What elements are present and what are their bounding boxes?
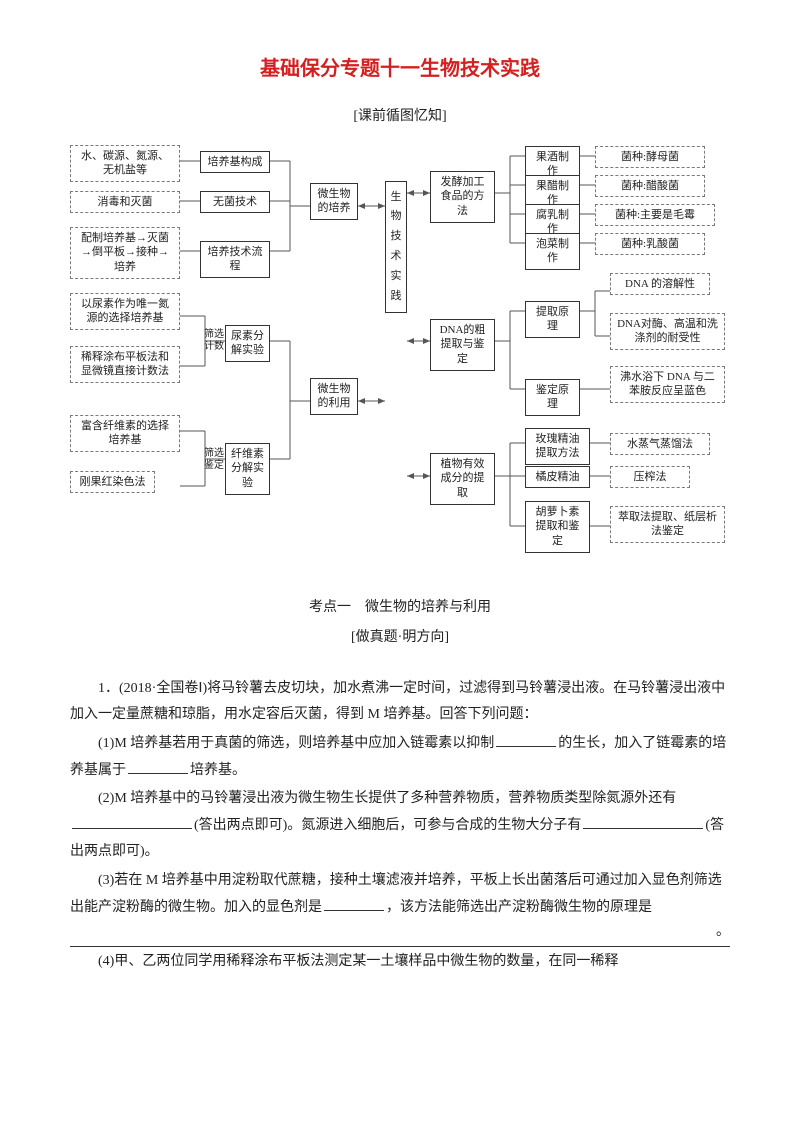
- sbox-5: 纤维素分解实验: [225, 443, 270, 496]
- r6v: 沸水浴下 DNA 与二苯胺反应呈蓝色: [610, 366, 725, 404]
- hub-right-3: 植物有效成分的提取: [430, 453, 495, 506]
- p2b: (答出两点即可)。氮源进入细胞后，可参与合成的生物大分子有: [194, 818, 581, 833]
- r4: 泡菜制作: [525, 233, 580, 271]
- page-title: 基础保分专题十一生物技术实践: [70, 50, 730, 88]
- blank: [324, 896, 384, 911]
- blank: [496, 732, 556, 747]
- lbox-5: 稀释涂布平板法和显微镜直接计数法: [70, 346, 180, 384]
- r7v: 水蒸气蒸馏法: [610, 433, 710, 456]
- hub-right-2: DNA的粗提取与鉴定: [430, 319, 495, 372]
- lbox-3: 配制培养基→灭菌→倒平板→接种→培养: [70, 227, 180, 280]
- sbox-3: 培养技术流程: [200, 241, 270, 279]
- p3b: ，该方法能筛选出产淀粉酶微生物的原理是: [386, 900, 652, 915]
- p1c: 培养基。: [190, 763, 246, 778]
- lbox-1: 水、碳源、氮源、无机盐等: [70, 145, 180, 183]
- r8: 橘皮精油: [525, 466, 590, 489]
- r5b: DNA对酶、高温和洗涤剂的耐受性: [610, 313, 725, 351]
- r5a: DNA 的溶解性: [610, 273, 710, 296]
- r5: 提取原理: [525, 301, 580, 339]
- r7: 玫瑰精油提取方法: [525, 428, 590, 466]
- r9v: 萃取法提取、纸层析法鉴定: [610, 506, 725, 544]
- tag-1: 筛选计数: [203, 329, 225, 353]
- blank: [72, 814, 192, 829]
- p2a: (2)M 培养基中的马铃薯浸出液为微生物生长提供了多种营养物质，营养物质类型除氮…: [98, 791, 676, 806]
- long-blank: [70, 923, 730, 946]
- lbox-7: 刚果红染色法: [70, 471, 155, 494]
- sbox-1: 培养基构成: [200, 151, 270, 174]
- sub-heading: [做真题·明方向]: [70, 625, 730, 652]
- blank: [128, 759, 188, 774]
- p3end: 。: [712, 919, 730, 946]
- r2v: 菌种:醋酸菌: [595, 175, 705, 198]
- section-heading: 考点一 微生物的培养与利用: [70, 595, 730, 622]
- r3v: 菌种:主要是毛霉: [595, 204, 715, 227]
- q1-p3: (3)若在 M 培养基中用淀粉取代蔗糖，接种土壤滤液并培养，平板上长出菌落后可通…: [70, 868, 730, 921]
- blank: [583, 814, 703, 829]
- hub-left-1: 微生物的培养: [310, 183, 358, 221]
- lbox-2: 消毒和灭菌: [70, 191, 180, 214]
- sbox-2: 无菌技术: [200, 191, 270, 214]
- r6: 鉴定原理: [525, 379, 580, 417]
- q1-stem: 1．(2018·全国卷Ⅰ)将马铃薯去皮切块，加水煮沸一定时间，过滤得到马铃薯浸出…: [70, 676, 730, 729]
- q1-p2: (2)M 培养基中的马铃薯浸出液为微生物生长提供了多种营养物质，营养物质类型除氮…: [70, 786, 730, 866]
- q1-p4: (4)甲、乙两位同学用稀释涂布平板法测定某一土壤样品中微生物的数量，在同一稀释: [70, 949, 730, 976]
- lbox-4: 以尿素作为唯一氮源的选择培养基: [70, 293, 180, 331]
- r4v: 菌种:乳酸菌: [595, 233, 705, 256]
- lbox-6: 富含纤维素的选择培养基: [70, 415, 180, 453]
- hub-left-2: 微生物的利用: [310, 378, 358, 416]
- r8v: 压榨法: [610, 466, 690, 489]
- r9: 胡萝卜素提取和鉴定: [525, 501, 590, 554]
- sbox-4: 尿素分解实验: [225, 325, 270, 363]
- r1v: 菌种:酵母菌: [595, 146, 705, 169]
- concept-diagram: 生物技术实践 微生物的培养 微生物的利用 发酵加工食品的方法 DNA的粗提取与鉴…: [70, 141, 730, 571]
- tag-2: 筛选鉴定: [203, 448, 225, 472]
- hub-right-1: 发酵加工食品的方法: [430, 171, 495, 224]
- center-box: 生物技术实践: [385, 181, 407, 314]
- subtitle: [课前循图忆知]: [70, 104, 730, 131]
- q1-p1: (1)M 培养基若用于真菌的筛选，则培养基中应加入链霉素以抑制的生长，加入了链霉…: [70, 731, 730, 784]
- p1a: (1)M 培养基若用于真菌的筛选，则培养基中应加入链霉素以抑制: [98, 736, 494, 751]
